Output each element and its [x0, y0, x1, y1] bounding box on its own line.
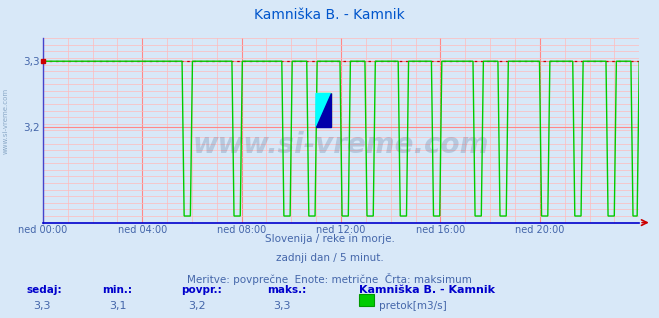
Text: 3,3: 3,3 — [273, 301, 291, 310]
Text: povpr.:: povpr.: — [181, 285, 222, 294]
Text: www.si-vreme.com: www.si-vreme.com — [193, 131, 489, 159]
Text: pretok[m3/s]: pretok[m3/s] — [379, 301, 447, 310]
Text: Meritve: povprečne  Enote: metrične  Črta: maksimum: Meritve: povprečne Enote: metrične Črta:… — [187, 273, 472, 285]
Text: min.:: min.: — [102, 285, 132, 294]
Polygon shape — [316, 93, 331, 127]
Text: maks.:: maks.: — [267, 285, 306, 294]
Text: sedaj:: sedaj: — [26, 285, 62, 294]
Text: Slovenija / reke in morje.: Slovenija / reke in morje. — [264, 234, 395, 244]
Text: Kamniška B. - Kamnik: Kamniška B. - Kamnik — [254, 8, 405, 22]
Polygon shape — [316, 93, 331, 127]
Text: www.si-vreme.com: www.si-vreme.com — [2, 88, 9, 154]
Text: zadnji dan / 5 minut.: zadnji dan / 5 minut. — [275, 253, 384, 263]
Text: Kamniška B. - Kamnik: Kamniška B. - Kamnik — [359, 285, 495, 294]
Polygon shape — [316, 93, 331, 127]
Text: 3,1: 3,1 — [109, 301, 127, 310]
Text: 3,2: 3,2 — [188, 301, 206, 310]
Text: 3,3: 3,3 — [33, 301, 51, 310]
